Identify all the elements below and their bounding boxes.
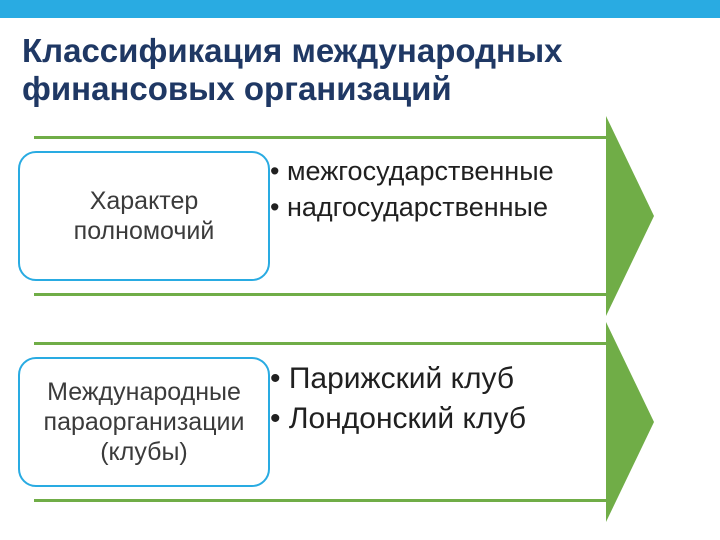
top-accent-bar xyxy=(0,0,720,18)
classification-row: Парижский клуб Лондонский клуб Междунаро… xyxy=(18,342,700,502)
category-label-text: Международные параорганизации (клубы) xyxy=(30,377,258,467)
bullet-list: межгосударственные надгосударственные xyxy=(270,153,554,226)
classification-row: межгосударственные надгосударственные Ха… xyxy=(18,136,700,296)
bullet-item: Лондонский клуб xyxy=(270,399,526,440)
arrow-head-icon xyxy=(606,322,654,522)
category-label-box: Международные параорганизации (клубы) xyxy=(18,357,270,487)
category-label-text: Характер полномочий xyxy=(30,186,258,246)
bullet-item: межгосударственные xyxy=(270,153,554,189)
rows-container: межгосударственные надгосударственные Ха… xyxy=(0,126,720,502)
bullet-item: Парижский клуб xyxy=(270,359,526,400)
category-label-box: Характер полномочий xyxy=(18,151,270,281)
bullet-list: Парижский клуб Лондонский клуб xyxy=(270,359,526,440)
bullet-item: надгосударственные xyxy=(270,189,554,225)
page-title: Классификация международных финансовых о… xyxy=(0,18,720,126)
arrow-head-icon xyxy=(606,116,654,316)
